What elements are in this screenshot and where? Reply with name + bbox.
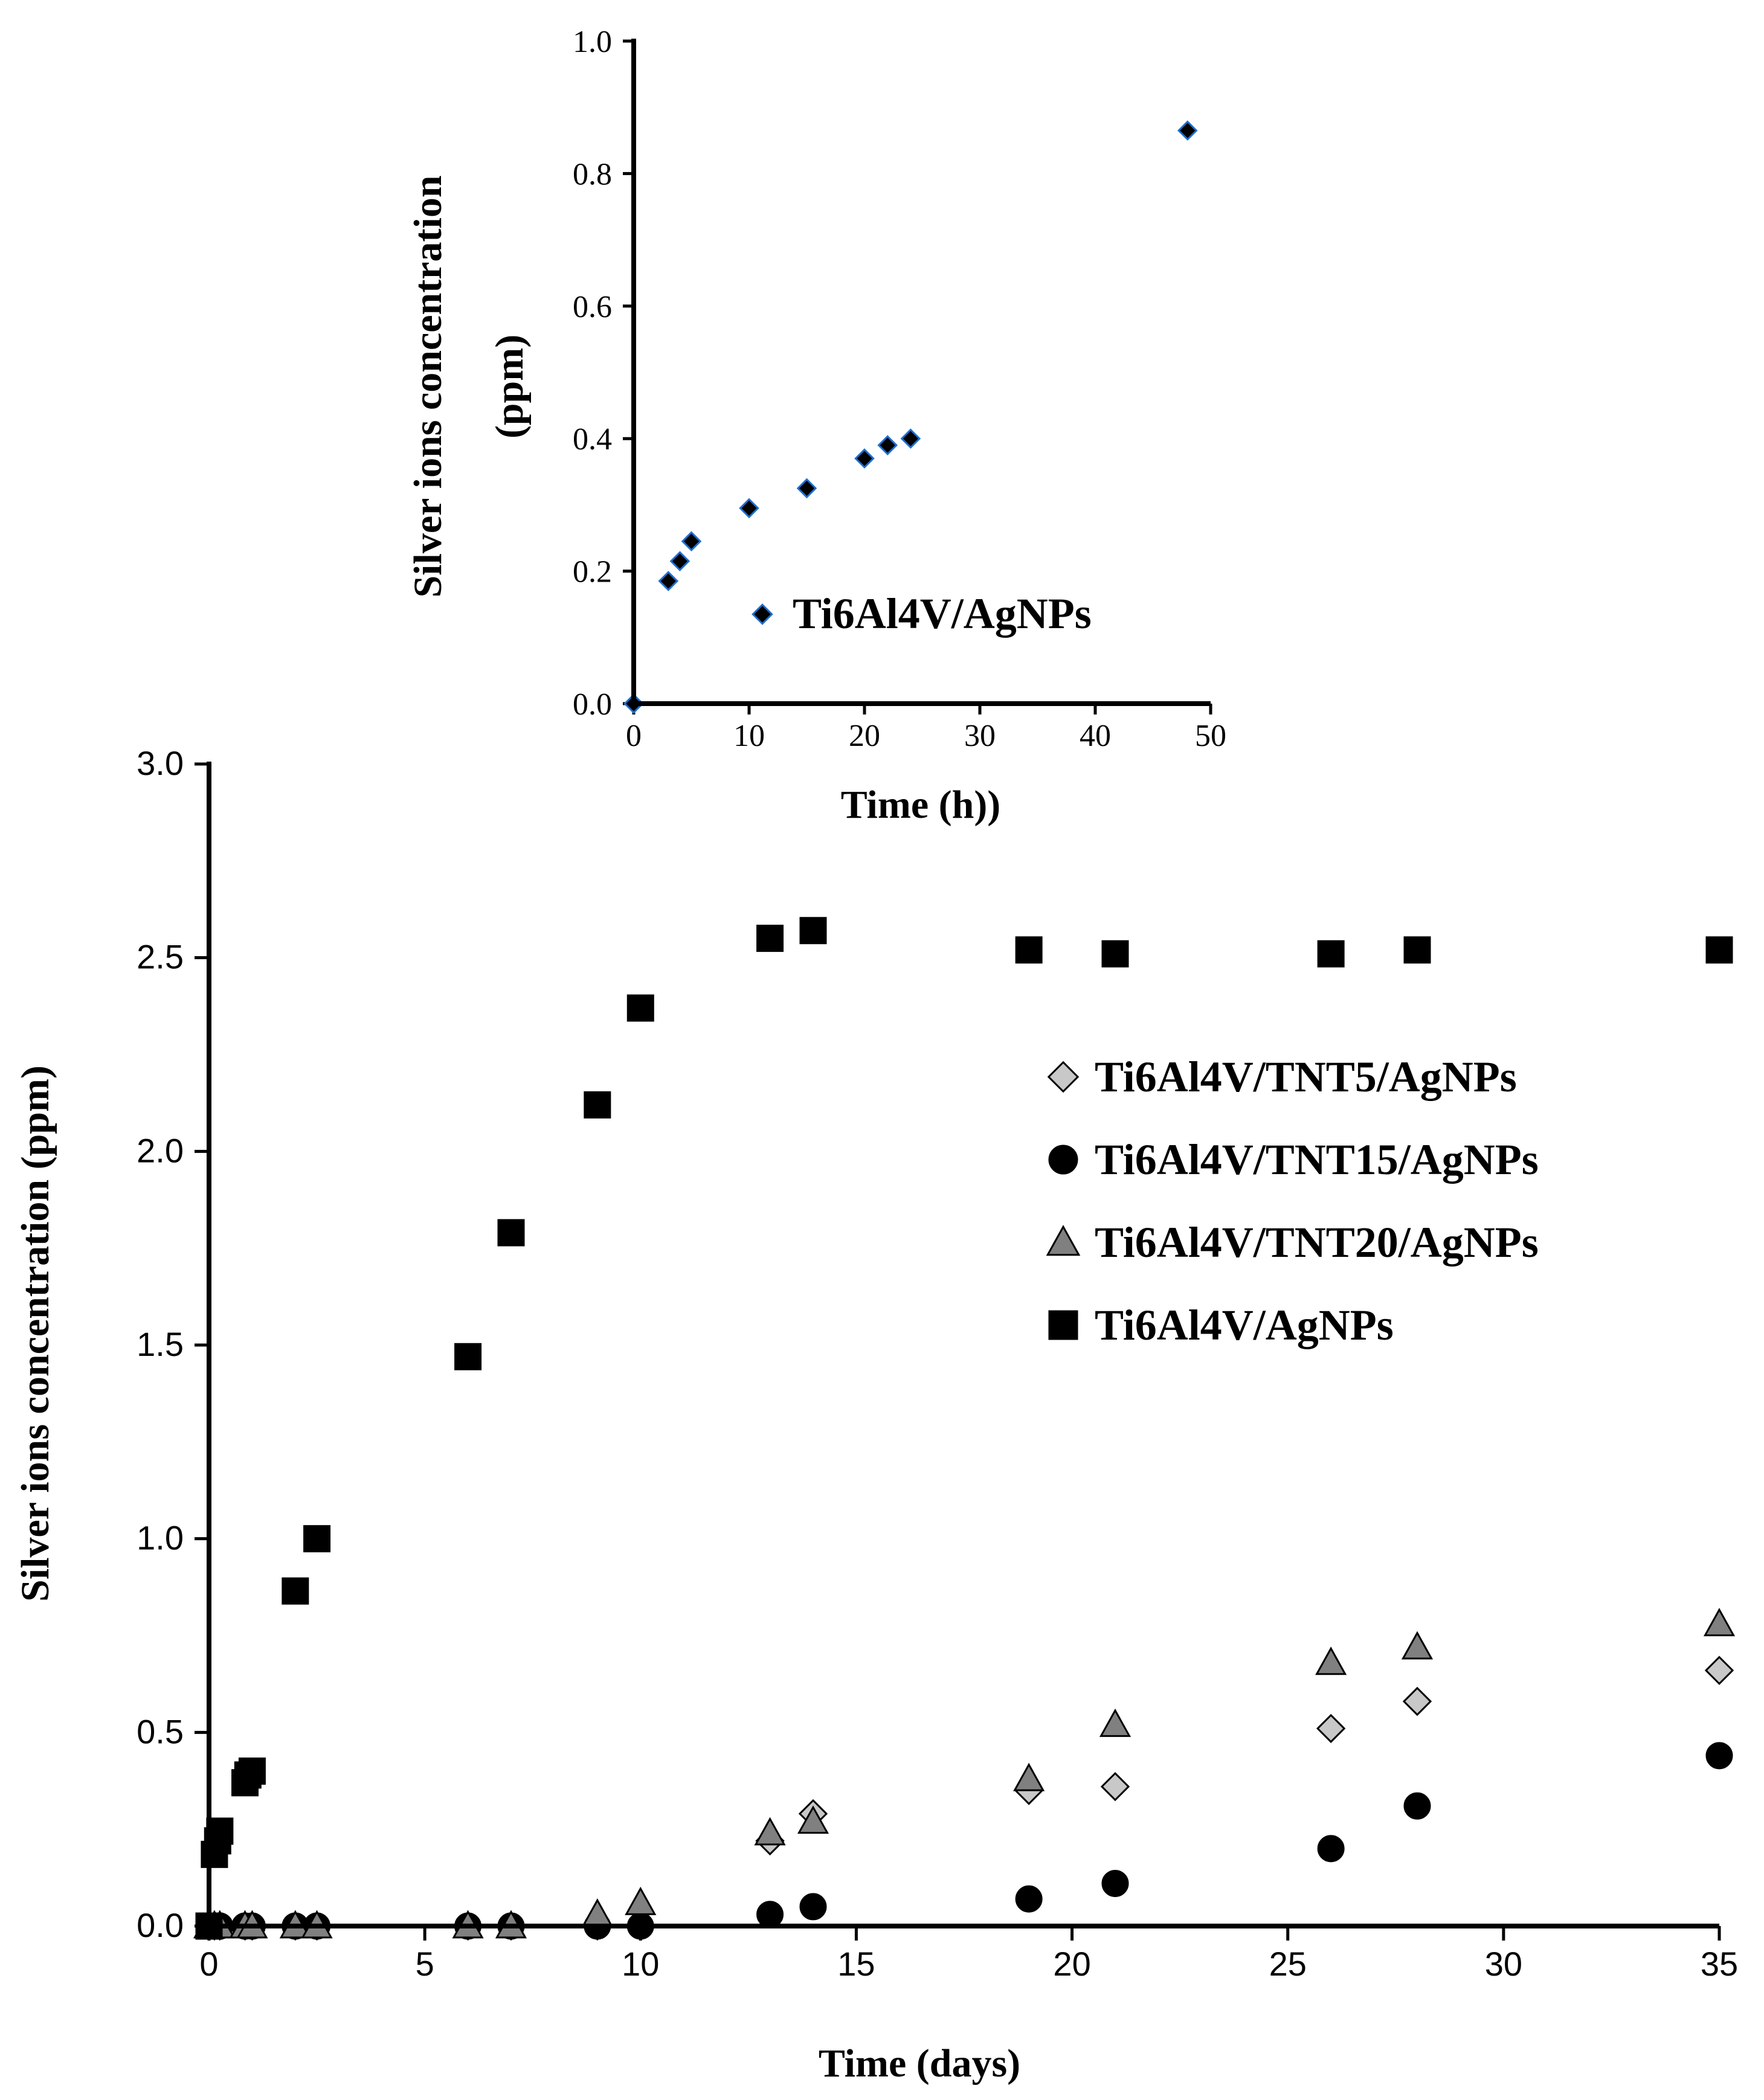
main-data-point [1015,1885,1043,1913]
main-x-tick-label: 10 [622,1945,659,1983]
main-data-point [1100,1771,1130,1802]
main-legend: Ti6Al4V/TNT5/AgNPs Ti6Al4V/TNT15/AgNPs Ti6… [1046,1053,1539,1349]
main-data-point [238,1757,266,1785]
main-y-tick-label: 0.5 [137,1712,184,1750]
main-data-point [454,1343,482,1370]
main-data-point [1317,1835,1345,1863]
main-data-point [626,994,654,1022]
main-data-point [799,1893,827,1921]
main-series-1 [195,1742,1733,1940]
main-data-point [1705,1742,1733,1770]
main-data-point [1705,936,1733,964]
main-series-3 [195,917,1733,1940]
main-data-point [1013,1762,1045,1791]
legend-label: Ti6Al4V/TNT15/AgNPs [1095,1135,1539,1184]
main-data-point [1316,1713,1346,1744]
inset-chart: 0.00.20.40.60.81.00 10 20 30 40 50 Time (h)) … [406,25,1226,827]
main-data-point [303,1525,331,1553]
main-y-tick-label: 1.0 [137,1519,184,1557]
main-data-point [282,1577,309,1605]
main-marks: 0.0 0.5 1.0 1.5 2.0 2.5 3.0 0 5 10 15 20 25 30 35 [137,744,1738,1983]
inset-y-tick-label: 1.0 [573,25,612,59]
main-x-tick-label: 35 [1701,1945,1738,1983]
main-data-point [584,1091,611,1119]
inset-x-tick-label: 50 [1195,719,1226,753]
legend-marker [1048,1145,1078,1175]
inset-y-axis-label-line2: (ppm) [488,335,532,438]
main-data-point [1402,1686,1432,1716]
main-x-tick-label: 15 [837,1945,875,1983]
inset-y-tick-label: 0.6 [573,290,612,324]
main-y-axis-label: Silver ions concentration (ppm) [13,1065,57,1602]
main-data-point [497,1219,525,1247]
inset-y-tick-label: 0.4 [573,422,612,457]
main-data-point [1703,1608,1736,1637]
inset-series-0 [623,120,1198,714]
inset-y-tick-label: 0.0 [573,687,612,722]
main-data-point [1099,1708,1131,1737]
main-x-tick-label: 0 [199,1945,218,1983]
main-data-point [1401,1631,1434,1660]
legend-marker [1047,1061,1080,1093]
main-x-tick-label: 5 [416,1945,434,1983]
main-y-tick-label: 1.5 [137,1325,184,1363]
inset-data-point [877,435,898,455]
main-data-point [754,1817,786,1846]
main-chart: 0.0 0.5 1.0 1.5 2.0 2.5 3.0 0 5 10 15 20 25 30 35 Time… [13,744,1738,2086]
inset-y-tick-label: 0.2 [573,555,612,589]
inset-data-point [796,478,817,499]
main-x-tick-label: 30 [1485,1945,1522,1983]
legend-label: Ti6Al4V/TNT20/AgNPs [1095,1218,1539,1267]
inset-data-point [669,551,690,571]
main-y-tick-label: 0.0 [137,1906,184,1944]
main-x-tick-label: 25 [1269,1945,1307,1983]
inset-legend: Ti6Al4V/AgNPs [752,589,1092,638]
inset-x-tick-label: 10 [733,719,765,753]
main-x-axis-label: Time (days) [819,2041,1020,2086]
inset-y-tick-label: 0.8 [573,157,612,191]
main-data-point [1403,1792,1431,1820]
inset-x-tick-label: 0 [626,719,642,753]
main-y-tick-label: 2.0 [137,1131,184,1169]
legend-marker [1046,1225,1081,1256]
inset-marks: 0.0 0.2 0.4 0.6 0.8 1.0 0 10 20 30 40 50 [573,25,1226,753]
main-data-point [756,925,784,952]
main-data-point [1317,940,1345,968]
main-data-point [625,1886,657,1915]
main-data-point [797,1805,829,1834]
inset-data-point [739,498,759,519]
legend-label: Ti6Al4V/AgNPs [1095,1301,1394,1349]
main-series-0 [194,1655,1734,1941]
main-data-point [1101,940,1129,968]
main-data-point [1015,936,1043,964]
main-data-point [756,1901,784,1928]
main-y-tick-label: 3.0 [137,744,184,782]
inset-data-point [900,428,921,449]
main-data-point [581,1898,613,1927]
inset-data-point [681,531,702,552]
main-data-point [1101,1869,1129,1897]
inset-data-point [854,448,875,469]
legend-marker [1048,1310,1078,1340]
inset-legend-label: Ti6Al4V/AgNPs [793,589,1092,638]
main-x-tick-label: 20 [1053,1945,1090,1983]
main-data-point [1315,1646,1347,1675]
inset-x-tick-label: 30 [964,719,996,753]
inset-x-axis-label: Time (h)) [841,783,1001,827]
inset-legend-marker [752,603,773,625]
legend-label: Ti6Al4V/TNT5/AgNPs [1095,1053,1517,1101]
main-series-2 [193,1608,1736,1939]
main-data-point [1403,936,1431,964]
main-y-tick-label: 2.5 [137,938,184,976]
main-data-point [799,917,827,945]
inset-data-point [1177,120,1198,141]
inset-y-axis-label-line1: Silver ions concentration [406,175,450,597]
inset-data-point [658,571,679,591]
inset-x-tick-label: 40 [1080,719,1111,753]
main-data-point [1704,1655,1734,1685]
inset-x-tick-label: 20 [849,719,880,753]
